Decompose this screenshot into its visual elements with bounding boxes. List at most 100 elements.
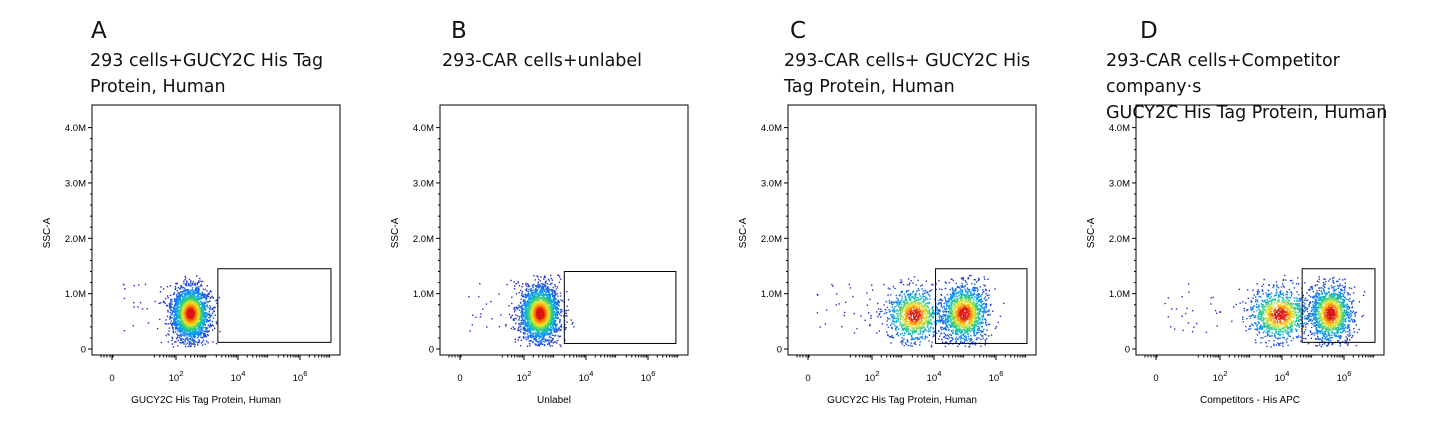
- event-point: [182, 309, 184, 311]
- event-point: [198, 296, 200, 299]
- event-point: [534, 324, 537, 326]
- event-point: [529, 328, 532, 330]
- event-point: [551, 338, 554, 340]
- event-point: [189, 329, 191, 332]
- event-point: [199, 285, 202, 287]
- event-point: [526, 345, 529, 348]
- event-point: [188, 334, 191, 336]
- event-point: [188, 310, 190, 312]
- event-point: [181, 322, 184, 324]
- event-point: [186, 318, 188, 320]
- event-point: [522, 314, 524, 317]
- event-point: [203, 311, 205, 313]
- event-point: [557, 299, 559, 302]
- event-point: [199, 322, 201, 324]
- event-point: [480, 313, 482, 315]
- event-point: [184, 335, 186, 337]
- event-point: [180, 335, 182, 338]
- event-point: [517, 306, 519, 309]
- event-point: [190, 320, 192, 322]
- event-point: [176, 290, 178, 292]
- event-point: [529, 301, 532, 303]
- event-point: [524, 319, 526, 321]
- event-point: [552, 306, 554, 308]
- event-point: [552, 342, 554, 344]
- event-point: [557, 295, 559, 297]
- panel-title: 293-CAR cells+unlabel: [442, 51, 643, 71]
- event-point: [178, 316, 180, 318]
- event-point: [181, 303, 183, 306]
- event-point: [526, 290, 528, 292]
- event-point: [191, 327, 193, 330]
- event-point: [548, 280, 550, 282]
- event-point: [205, 305, 208, 307]
- event-point: [526, 323, 528, 325]
- x-tick-label: 0: [109, 373, 114, 384]
- event-point: [544, 294, 546, 296]
- event-point: [556, 306, 558, 308]
- event-point: [556, 314, 558, 317]
- event-point: [535, 301, 538, 303]
- event-point: [540, 333, 542, 335]
- event-point: [559, 335, 561, 337]
- event-point: [525, 328, 527, 331]
- event-point: [548, 329, 550, 331]
- event-point: [182, 338, 185, 340]
- event-point: [177, 306, 180, 308]
- event-point: [175, 299, 178, 301]
- event-point: [545, 307, 547, 309]
- event-point: [515, 322, 517, 324]
- event-point: [186, 317, 189, 319]
- event-point: [551, 295, 554, 297]
- event-point: [528, 315, 530, 317]
- event-point: [184, 294, 186, 297]
- event-point: [548, 343, 550, 346]
- event-point: [172, 311, 174, 313]
- event-point: [191, 332, 193, 334]
- event-point: [191, 288, 194, 291]
- event-point: [559, 313, 561, 315]
- event-point: [546, 288, 548, 290]
- event-point: [520, 325, 522, 328]
- event-point: [530, 324, 533, 326]
- event-point: [567, 299, 570, 301]
- event-point: [176, 323, 179, 325]
- event-point: [190, 341, 192, 343]
- event-point: [181, 291, 183, 293]
- event-point: [188, 341, 190, 343]
- event-point: [216, 302, 218, 305]
- event-point: [532, 322, 534, 324]
- event-point: [197, 313, 199, 315]
- event-point: [180, 315, 182, 317]
- event-point: [174, 314, 176, 316]
- event-point: [553, 322, 556, 325]
- event-point: [198, 339, 200, 341]
- event-point: [541, 327, 543, 329]
- event-point: [208, 326, 211, 328]
- event-point: [536, 275, 538, 277]
- event-point: [543, 337, 545, 340]
- event-point: [519, 323, 521, 326]
- event-point: [556, 317, 558, 320]
- event-point: [540, 328, 542, 330]
- gate-rectangle: [217, 268, 332, 343]
- event-point: [192, 339, 194, 341]
- event-point: [186, 334, 188, 336]
- event-point: [573, 326, 575, 328]
- event-point: [539, 342, 541, 344]
- event-point: [204, 311, 206, 314]
- event-point: [543, 344, 546, 346]
- event-point: [538, 332, 540, 334]
- event-point: [558, 336, 561, 338]
- event-point: [551, 306, 553, 309]
- event-point: [175, 327, 177, 329]
- event-point: [517, 329, 519, 331]
- event-point: [557, 274, 559, 276]
- event-point: [540, 336, 542, 339]
- event-point: [190, 314, 192, 316]
- event-point: [542, 323, 544, 325]
- event-point: [188, 318, 190, 320]
- event-point: [505, 325, 507, 327]
- event-point: [193, 294, 196, 296]
- event-point: [189, 325, 192, 327]
